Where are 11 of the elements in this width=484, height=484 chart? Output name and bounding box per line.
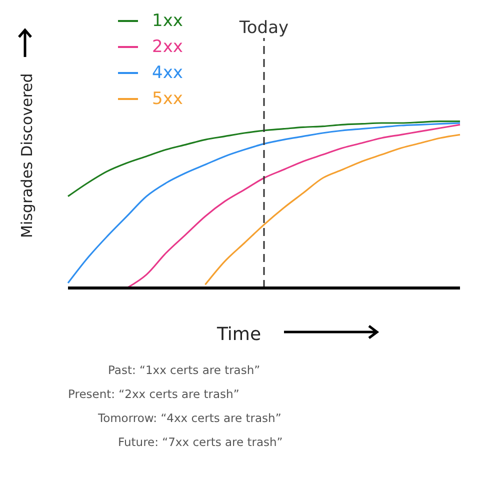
text: Tomorrow: “4xx certs are trash” — [97, 410, 282, 427]
text: Past: “1xx certs are trash” — [107, 362, 262, 379]
legend-label: 1xx — [152, 11, 183, 31]
text: Future: “7xx certs are trash” — [117, 434, 284, 451]
text: Present: “2xx certs are trash” — [67, 386, 240, 403]
y-axis-title: Misgrades Discovered — [18, 73, 36, 238]
legend-label: 4xx — [152, 63, 183, 83]
text: Today — [239, 18, 289, 38]
legend-label: 2xx — [152, 37, 183, 57]
legend-label: 5xx — [152, 89, 183, 109]
x-axis-title: Time — [216, 324, 262, 345]
